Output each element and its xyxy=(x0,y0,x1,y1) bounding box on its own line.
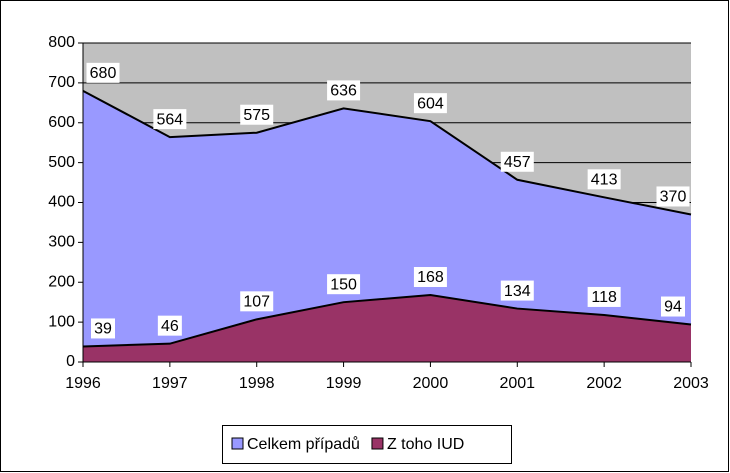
y-tick-label: 700 xyxy=(48,74,75,91)
data-label-bg xyxy=(587,286,621,307)
data-label: 118 xyxy=(591,289,617,306)
data-label-bg xyxy=(240,104,274,125)
legend-swatch xyxy=(231,437,244,450)
data-label: 604 xyxy=(417,95,444,112)
data-label: 107 xyxy=(243,294,270,311)
y-tick-label: 100 xyxy=(48,313,75,330)
y-tick-label: 800 xyxy=(48,34,75,51)
x-tick-label: 2000 xyxy=(413,375,449,392)
data-label: 370 xyxy=(660,189,687,206)
x-tick-label: 2003 xyxy=(673,375,709,392)
data-label: 636 xyxy=(330,83,357,100)
data-label: 680 xyxy=(90,65,117,82)
data-label: 564 xyxy=(157,111,184,128)
data-label-bg xyxy=(86,62,120,83)
data-label-bg xyxy=(327,80,361,101)
y-tick-label: 0 xyxy=(66,353,75,370)
data-label-bg xyxy=(157,315,182,336)
data-label-bg xyxy=(91,318,115,339)
data-label-bg xyxy=(413,93,447,114)
data-label-bg xyxy=(413,267,447,288)
legend-label: Z toho IUD xyxy=(387,436,464,453)
area-edge xyxy=(82,294,692,348)
y-tick-label: 200 xyxy=(48,273,75,290)
area xyxy=(83,295,691,362)
y-tick-label: 500 xyxy=(48,154,75,171)
x-tick-label: 1996 xyxy=(65,375,101,392)
legend-box xyxy=(222,425,512,464)
data-label: 150 xyxy=(330,276,357,293)
data-label-bg xyxy=(500,151,534,172)
area-edge xyxy=(82,89,692,216)
x-tick-label: 1997 xyxy=(152,375,188,392)
x-tick-label: 2001 xyxy=(499,375,535,392)
data-label-bg xyxy=(240,291,274,312)
area xyxy=(83,90,691,362)
legend-label: Celkem případů xyxy=(247,435,360,453)
data-label: 457 xyxy=(504,154,531,171)
data-label-bg xyxy=(327,274,361,295)
legend-swatch xyxy=(371,437,384,450)
data-label-bg xyxy=(587,169,621,190)
y-tick-label: 400 xyxy=(48,194,75,211)
x-tick-label: 1998 xyxy=(239,375,275,392)
data-label: 94 xyxy=(664,299,682,316)
data-label-bg xyxy=(661,296,685,317)
data-label-bg xyxy=(500,280,534,301)
data-label: 168 xyxy=(417,269,444,286)
y-tick-label: 300 xyxy=(48,234,75,251)
data-label: 39 xyxy=(94,321,112,338)
x-tick-label: 2002 xyxy=(586,375,622,392)
data-label: 413 xyxy=(591,172,618,189)
y-tick-label: 600 xyxy=(48,114,75,131)
data-label: 134 xyxy=(504,283,531,300)
data-label: 46 xyxy=(161,318,179,335)
data-label-bg xyxy=(153,109,187,130)
x-tick-label: 1999 xyxy=(326,375,362,392)
data-label-bg xyxy=(656,186,690,207)
data-label: 575 xyxy=(243,107,270,124)
